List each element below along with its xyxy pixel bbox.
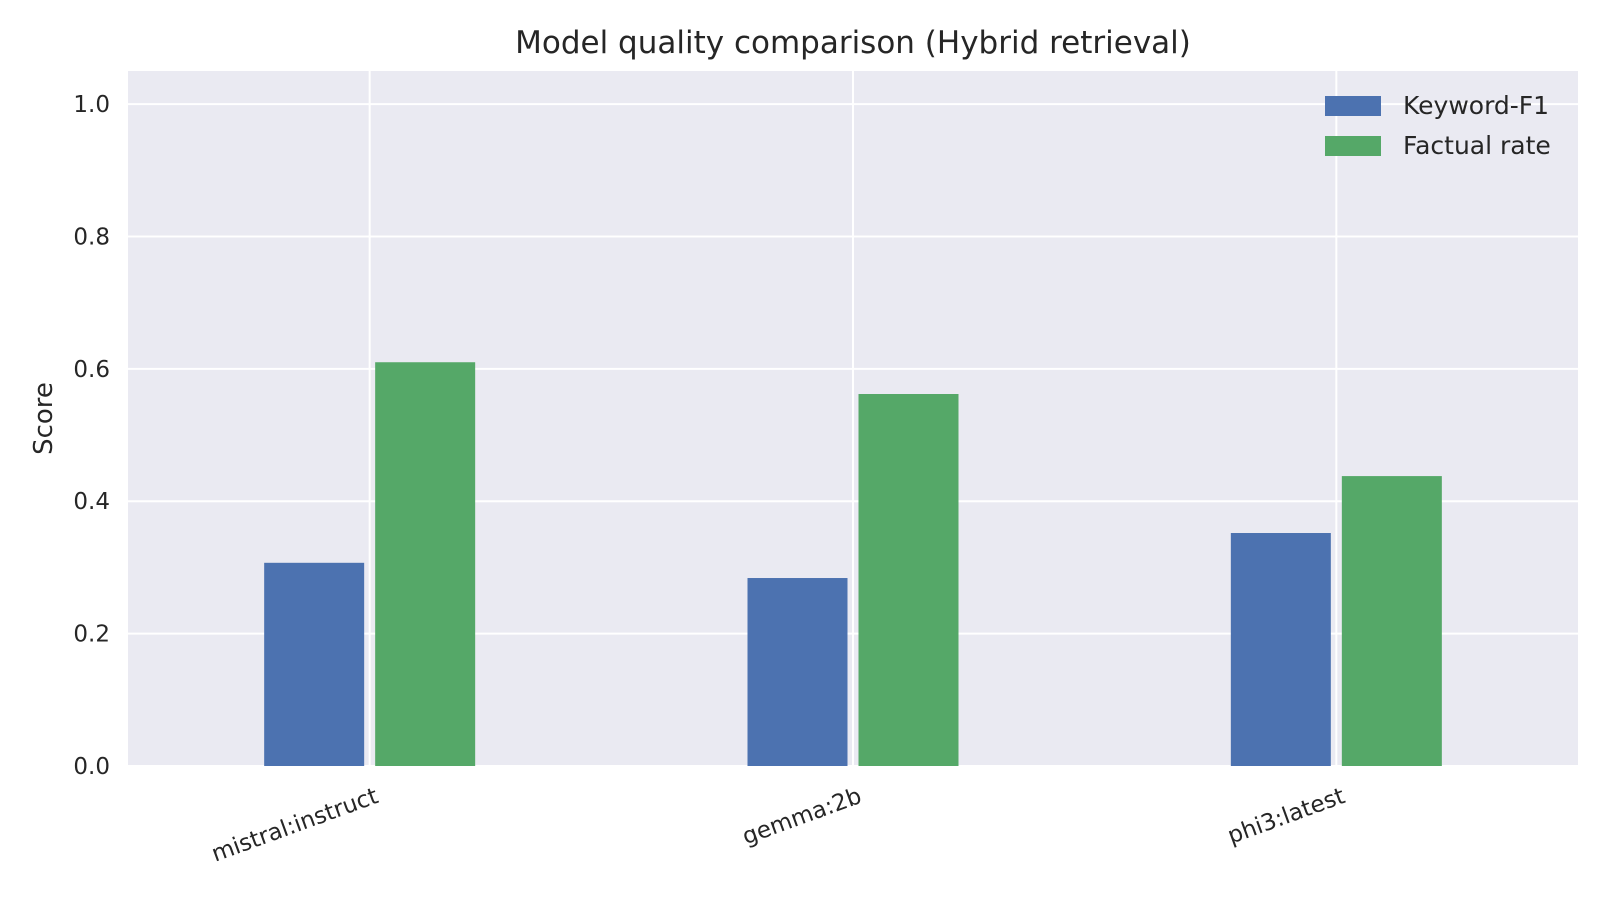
bar-keyword-f1-2: [1230, 533, 1331, 766]
bar-factual-rate-0: [375, 362, 476, 766]
x-tick-label: phi3:latest: [1224, 783, 1348, 849]
bars: [264, 362, 1442, 766]
y-tick-label: 0.6: [73, 357, 110, 383]
grid-lines: [128, 71, 1578, 767]
bar-keyword-f1-1: [747, 578, 848, 766]
bar-keyword-f1-0: [264, 562, 365, 766]
y-tick-label: 1.0: [73, 92, 110, 118]
x-tick-label: mistral:instruct: [208, 783, 381, 867]
legend: Keyword-F1 Factual rate: [1325, 91, 1551, 160]
y-tick-label: 0.8: [73, 224, 110, 250]
x-tick-label: gemma:2b: [739, 783, 865, 850]
y-tick-label: 0.2: [73, 622, 110, 648]
bar-factual-rate-1: [858, 394, 959, 766]
x-axis-ticks: mistral:instruct gemma:2b phi3:latest: [208, 783, 1348, 867]
legend-swatch: [1325, 136, 1381, 156]
y-tick-label: 0.4: [73, 489, 110, 515]
legend-label: Factual rate: [1403, 131, 1551, 160]
legend-label: Keyword-F1: [1403, 91, 1549, 120]
bar-factual-rate-2: [1341, 476, 1442, 766]
chart-title: Model quality comparison (Hybrid retriev…: [515, 25, 1191, 61]
y-axis-ticks: 0.0 0.2 0.4 0.6 0.8 1.0: [73, 92, 110, 780]
y-tick-label: 0.0: [73, 754, 110, 780]
legend-swatch: [1325, 96, 1381, 116]
y-axis-label: Score: [29, 382, 59, 455]
